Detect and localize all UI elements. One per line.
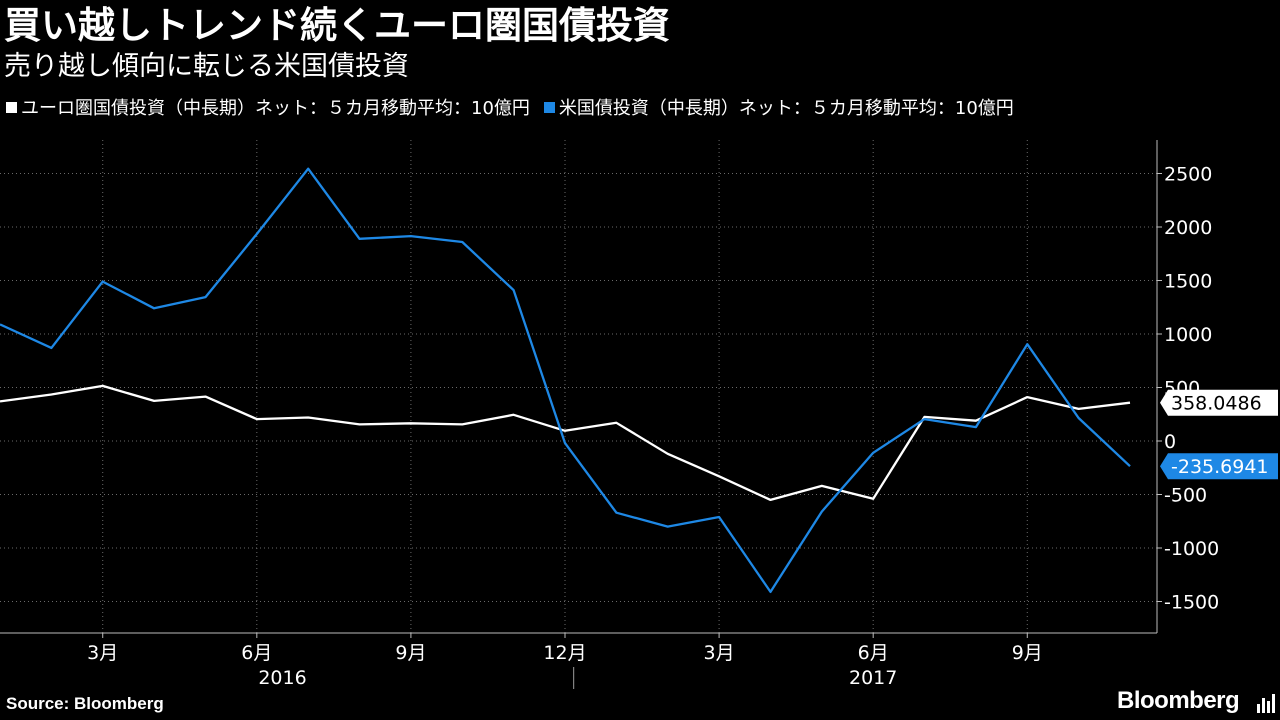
last-value-label-us-box [1160, 453, 1278, 480]
x-tick-label: 12月 [543, 642, 586, 664]
x-tick-label: 6月 [858, 642, 889, 664]
year-label: 2017 [849, 667, 897, 689]
series-line-euro [0, 384, 1131, 502]
x-tick-label: 9月 [1012, 642, 1043, 664]
last-value-label-euro-text: 358.0486 [1171, 393, 1262, 415]
legend-label-euro: ユーロ圏国債投資（中長期）ネット：５カ月移動平均：10億円 [21, 98, 530, 119]
y-tick-label: 1500 [1164, 271, 1212, 293]
legend-item-us: 米国債投資（中長期）ネット：５カ月移動平均：10億円 [543, 94, 1014, 120]
source-note: Source: Bloomberg [6, 694, 164, 713]
legend-item-euro: ユーロ圏国債投資（中長期）ネット：５カ月移動平均：10億円 [6, 94, 530, 120]
legend-swatch-us [543, 101, 555, 113]
year-label: 2016 [258, 667, 306, 689]
y-tick-label: -1500 [1164, 592, 1219, 614]
legend-swatch-euro [6, 101, 17, 113]
y-tick-label: 2500 [1164, 164, 1212, 186]
chart-subtitle: 売り越し傾向に転じる米国債投資 [4, 51, 409, 82]
x-tick-label: 3月 [87, 642, 118, 664]
x-tick-label: 6月 [241, 642, 272, 664]
last-value-label-euro-box [1160, 389, 1278, 416]
y-tick-label: 0 [1164, 431, 1176, 453]
brand-logo: Bloomberg [1117, 687, 1240, 714]
y-tick-label: -1000 [1164, 538, 1219, 560]
legend-label-us: 米国債投資（中長期）ネット：５カ月移動平均：10億円 [558, 98, 1014, 119]
last-value-label-euro: 358.0486 [1160, 389, 1278, 416]
x-tick-label: 3月 [704, 642, 735, 664]
chart-title: 買い越しトレンド続くユーロ圏国債投資 [4, 4, 670, 47]
last-value-label-us: -235.6941 [1160, 453, 1278, 480]
y-tick-label: 1000 [1164, 324, 1212, 346]
y-tick-label: 2000 [1164, 217, 1212, 239]
bloomberg-logo-icon [1257, 694, 1275, 713]
series-line-us [0, 167, 1131, 594]
x-tick-label: 9月 [395, 642, 426, 664]
last-value-label-us-text: -235.6941 [1171, 456, 1269, 478]
y-tick-label: -500 [1164, 485, 1207, 507]
legend: ユーロ圏国債投資（中長期）ネット：５カ月移動平均：10億円 米国債投資（中長期）… [6, 94, 1028, 120]
